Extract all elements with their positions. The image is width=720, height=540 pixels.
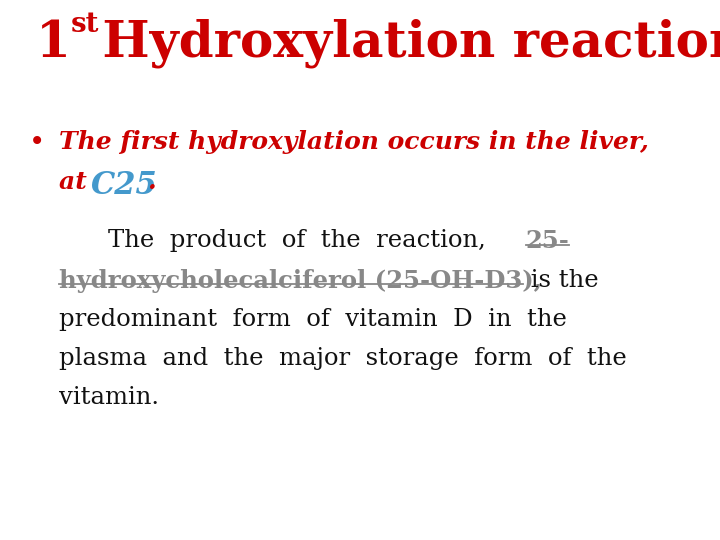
- Text: plasma  and  the  major  storage  form  of  the: plasma and the major storage form of the: [59, 347, 627, 370]
- Text: hydroxycholecalciferol (25-OH-D3),: hydroxycholecalciferol (25-OH-D3),: [59, 269, 542, 293]
- Text: is the: is the: [523, 269, 598, 292]
- Text: •: •: [29, 130, 45, 157]
- Text: 1: 1: [36, 19, 71, 68]
- Text: vitamin.: vitamin.: [59, 386, 159, 409]
- Text: The first hydroxylation occurs in the liver,: The first hydroxylation occurs in the li…: [59, 130, 649, 153]
- Text: Hydroxylation reaction: Hydroxylation reaction: [85, 19, 720, 69]
- Text: 25-: 25-: [526, 230, 570, 253]
- Text: st: st: [71, 11, 99, 38]
- Text: predominant  form  of  vitamin  D  in  the: predominant form of vitamin D in the: [59, 308, 567, 331]
- Text: at: at: [59, 170, 96, 194]
- Text: .: .: [147, 170, 156, 194]
- Text: C25: C25: [91, 170, 158, 201]
- Text: The  product  of  the  reaction,: The product of the reaction,: [108, 230, 501, 253]
